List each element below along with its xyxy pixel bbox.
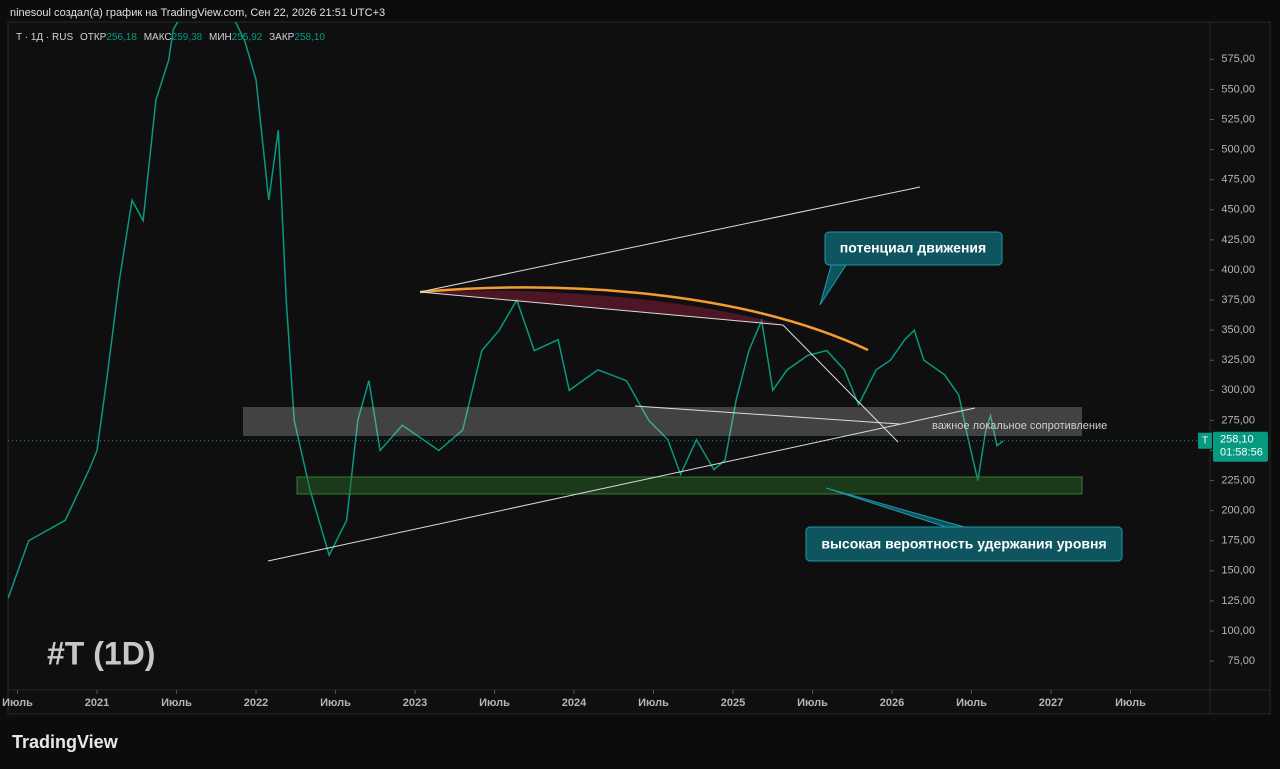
x-tick-label: 2023 <box>403 697 427 709</box>
y-tick-label: 575,00 <box>1221 53 1255 65</box>
y-tick-label: 450,00 <box>1221 204 1255 216</box>
y-tick-label: 525,00 <box>1221 113 1255 125</box>
y-tick-label: 500,00 <box>1221 143 1255 155</box>
x-tick-label: Июль <box>797 697 828 709</box>
ohlc-label: МИН <box>209 32 232 43</box>
x-tick-label: Июль <box>638 697 669 709</box>
ohlc-value: 259,38 <box>172 32 203 43</box>
ohlc-legend: T · 1Д · RUS ОТКР256,18 МАКС259,38 МИН25… <box>16 32 325 43</box>
resistance-zone <box>243 407 1082 436</box>
support-zone <box>296 476 1083 495</box>
drawings: потенциал движения высокая вероятность у… <box>47 186 1123 671</box>
callout <box>824 231 1003 266</box>
y-tick-label: 375,00 <box>1221 294 1255 306</box>
footer-logo: TradingView <box>12 732 119 752</box>
y-tick-label: 150,00 <box>1221 565 1255 577</box>
series <box>8 22 1004 599</box>
x-tick-label: 2024 <box>562 697 587 709</box>
x-tick-label: Июль <box>1115 697 1146 709</box>
y-tick-label: 225,00 <box>1221 474 1255 486</box>
y-tick-label: 200,00 <box>1221 505 1255 517</box>
x-tick-label: 2022 <box>244 697 268 709</box>
y-tick-label: 100,00 <box>1221 625 1255 637</box>
x-tick-label: Июль <box>479 697 510 709</box>
y-tick-label: 475,00 <box>1221 174 1255 186</box>
trendline <box>267 407 976 562</box>
trendline <box>419 186 921 293</box>
y-tick-label: 325,00 <box>1221 354 1255 366</box>
x-tick-label: 2025 <box>721 697 745 709</box>
ohlc-value: 256,18 <box>106 32 137 43</box>
symbol-tag-label: T <box>1202 435 1208 446</box>
y-tick-label: 400,00 <box>1221 264 1255 276</box>
plot: 75,00 100,00 125,00 150,00 175,00 200,00 225,0… <box>2 22 1268 709</box>
symbol-tag <box>1198 432 1212 449</box>
ohlc-label: МАКС <box>144 32 172 43</box>
y-tick-label: 75,00 <box>1227 655 1255 667</box>
x-tick-label: 2027 <box>1039 697 1063 709</box>
callout <box>805 526 1123 562</box>
symbol: T · 1Д · RUS <box>16 32 73 43</box>
chart-area <box>7 21 1271 715</box>
y-tick-label: 125,00 <box>1221 595 1255 607</box>
x-tick-label: 2026 <box>880 697 904 709</box>
price-line <box>8 22 1004 599</box>
x-tick-label: Июль <box>2 697 33 709</box>
x-tick-label: Июль <box>320 697 351 709</box>
trendline <box>782 324 899 443</box>
price-tag <box>1213 431 1268 462</box>
y-tick-label: 425,00 <box>1221 234 1255 246</box>
y-tick-label: 350,00 <box>1221 324 1255 336</box>
watermark: #T (1D) <box>47 635 155 671</box>
x-tick-label: Июль <box>161 697 192 709</box>
callout-text: потенциал движения <box>840 240 986 256</box>
y-tick-label: 175,00 <box>1221 535 1255 547</box>
ohlc-label: ЗАКР <box>269 32 295 43</box>
y-tick-label: 550,00 <box>1221 83 1255 95</box>
x-tick-label: Июль <box>956 697 987 709</box>
trendline <box>419 291 784 326</box>
ohlc-value: 255,92 <box>232 32 263 43</box>
price-tag-label: 258,10 <box>1220 434 1254 446</box>
x-tick-label: 2021 <box>85 697 109 709</box>
ohlc-label: ОТКР <box>80 32 107 43</box>
trendline <box>634 405 901 425</box>
y-tick-label: 275,00 <box>1221 414 1255 426</box>
y-tick-label: 300,00 <box>1221 384 1255 396</box>
zone-label: важное локальное сопротивление <box>932 420 1107 432</box>
header: ninesoul создал(а) график на TradingView… <box>10 7 385 19</box>
countdown: 01:58:56 <box>1220 447 1263 459</box>
arc <box>419 286 869 352</box>
ohlc-value: 258,10 <box>294 32 325 43</box>
callout-text: высокая вероятность удержания уровня <box>821 536 1106 552</box>
